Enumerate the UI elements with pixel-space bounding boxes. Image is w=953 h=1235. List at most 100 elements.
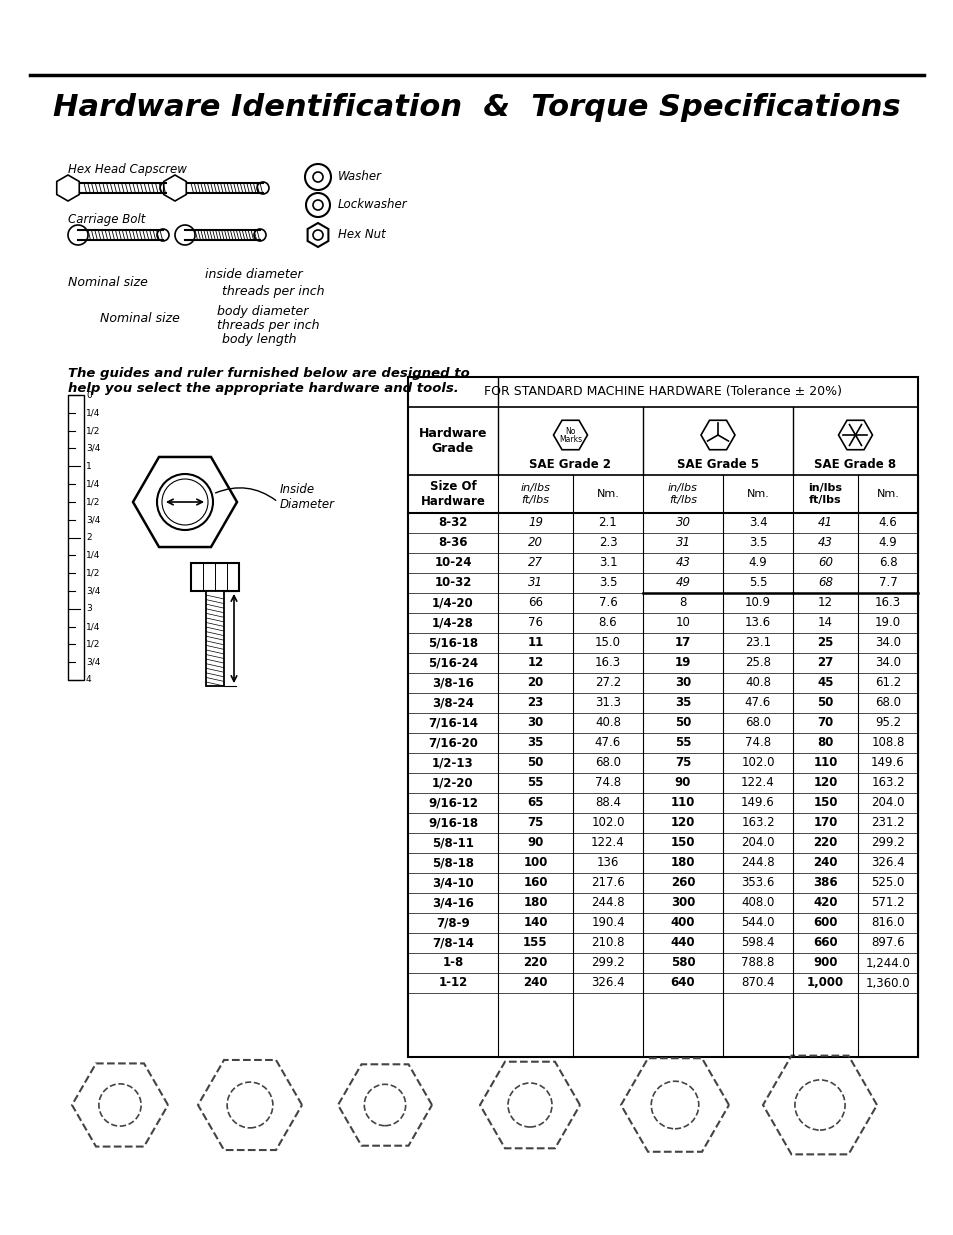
FancyBboxPatch shape <box>191 563 239 592</box>
Text: 7/16-14: 7/16-14 <box>428 716 477 730</box>
Text: 8-32: 8-32 <box>437 516 467 530</box>
Text: 25: 25 <box>817 636 833 650</box>
Text: 5/16-18: 5/16-18 <box>428 636 477 650</box>
Text: 900: 900 <box>812 956 837 969</box>
Circle shape <box>174 225 194 245</box>
Text: inside diameter: inside diameter <box>205 268 302 282</box>
Text: No: No <box>565 427 575 436</box>
Text: 8.6: 8.6 <box>598 616 617 630</box>
Text: 788.8: 788.8 <box>740 956 774 969</box>
Polygon shape <box>838 420 872 450</box>
Text: 149.6: 149.6 <box>740 797 774 809</box>
Text: 420: 420 <box>812 897 837 909</box>
Text: 217.6: 217.6 <box>591 877 624 889</box>
Text: 31: 31 <box>675 536 690 550</box>
Text: 3/8-24: 3/8-24 <box>432 697 474 709</box>
Text: 45: 45 <box>817 677 833 689</box>
Text: 660: 660 <box>812 936 837 950</box>
Text: 66: 66 <box>527 597 542 610</box>
Text: 110: 110 <box>813 757 837 769</box>
Text: 7/8-14: 7/8-14 <box>432 936 474 950</box>
Text: 35: 35 <box>527 736 543 750</box>
Text: 3/4: 3/4 <box>86 443 100 453</box>
Text: The guides and ruler furnished below are designed to
help you select the appropr: The guides and ruler furnished below are… <box>68 367 469 395</box>
Text: body length: body length <box>222 332 296 346</box>
Text: 100: 100 <box>523 857 547 869</box>
Text: 5/8-11: 5/8-11 <box>432 836 474 850</box>
Text: Hardware
Grade: Hardware Grade <box>418 427 487 454</box>
Text: 440: 440 <box>670 936 695 950</box>
Text: 110: 110 <box>670 797 695 809</box>
Text: 1,000: 1,000 <box>806 977 843 989</box>
Text: 30: 30 <box>674 677 690 689</box>
Text: 3/4-16: 3/4-16 <box>432 897 474 909</box>
Text: 160: 160 <box>522 877 547 889</box>
Circle shape <box>256 182 269 194</box>
Text: 12: 12 <box>527 657 543 669</box>
Text: 74.8: 74.8 <box>744 736 770 750</box>
Text: 31.3: 31.3 <box>595 697 620 709</box>
Text: 80: 80 <box>817 736 833 750</box>
Polygon shape <box>164 175 186 201</box>
Text: 61.2: 61.2 <box>874 677 901 689</box>
Text: 571.2: 571.2 <box>870 897 903 909</box>
Text: 8: 8 <box>679 597 686 610</box>
Text: 30: 30 <box>675 516 690 530</box>
Text: 180: 180 <box>670 857 695 869</box>
Text: 1/4: 1/4 <box>86 622 100 631</box>
Text: 19: 19 <box>527 516 542 530</box>
Text: 1/2: 1/2 <box>86 498 100 506</box>
Text: 16.3: 16.3 <box>595 657 620 669</box>
Text: 75: 75 <box>527 816 543 830</box>
Text: 386: 386 <box>812 877 837 889</box>
Text: 244.8: 244.8 <box>591 897 624 909</box>
Text: Hex Head Capscrew: Hex Head Capscrew <box>68 163 187 177</box>
Text: 40.8: 40.8 <box>595 716 620 730</box>
Text: 4.6: 4.6 <box>878 516 897 530</box>
Polygon shape <box>700 420 734 450</box>
Text: 35: 35 <box>674 697 691 709</box>
Circle shape <box>305 164 331 190</box>
Text: 34.0: 34.0 <box>874 636 900 650</box>
Text: 4: 4 <box>86 676 91 684</box>
Text: 140: 140 <box>522 916 547 930</box>
Text: 3/4: 3/4 <box>86 587 100 595</box>
Text: 1-8: 1-8 <box>442 956 463 969</box>
Text: 600: 600 <box>812 916 837 930</box>
Text: 2.3: 2.3 <box>598 536 617 550</box>
Text: 7.7: 7.7 <box>878 577 897 589</box>
Text: 5/16-24: 5/16-24 <box>428 657 477 669</box>
Text: 122.4: 122.4 <box>740 777 774 789</box>
Text: Hex Nut: Hex Nut <box>337 228 385 242</box>
Text: 23.1: 23.1 <box>744 636 770 650</box>
Text: 897.6: 897.6 <box>870 936 903 950</box>
Text: 12: 12 <box>817 597 832 610</box>
Text: Hardware Identification  &  Torque Specifications: Hardware Identification & Torque Specifi… <box>53 93 900 121</box>
Text: 2: 2 <box>86 534 91 542</box>
Text: 120: 120 <box>813 777 837 789</box>
Text: 70: 70 <box>817 716 833 730</box>
Text: SAE Grade 2: SAE Grade 2 <box>529 457 611 471</box>
Text: SAE Grade 8: SAE Grade 8 <box>814 457 896 471</box>
Text: 122.4: 122.4 <box>591 836 624 850</box>
Text: 60: 60 <box>817 557 832 569</box>
Text: 326.4: 326.4 <box>591 977 624 989</box>
Text: 163.2: 163.2 <box>870 777 903 789</box>
Text: 10.9: 10.9 <box>744 597 770 610</box>
Text: 204.0: 204.0 <box>870 797 903 809</box>
FancyArrowPatch shape <box>215 488 275 500</box>
Circle shape <box>157 228 169 241</box>
Text: 49: 49 <box>675 577 690 589</box>
Text: 68.0: 68.0 <box>874 697 900 709</box>
Text: SAE Grade 5: SAE Grade 5 <box>677 457 759 471</box>
Text: Nm.: Nm. <box>746 489 769 499</box>
Text: 2.1: 2.1 <box>598 516 617 530</box>
Text: 598.4: 598.4 <box>740 936 774 950</box>
Text: 20: 20 <box>527 677 543 689</box>
Text: 27: 27 <box>527 557 542 569</box>
Text: 1/2-13: 1/2-13 <box>432 757 474 769</box>
Text: 299.2: 299.2 <box>591 956 624 969</box>
Text: 640: 640 <box>670 977 695 989</box>
Text: 74.8: 74.8 <box>595 777 620 789</box>
Text: 3.5: 3.5 <box>748 536 766 550</box>
